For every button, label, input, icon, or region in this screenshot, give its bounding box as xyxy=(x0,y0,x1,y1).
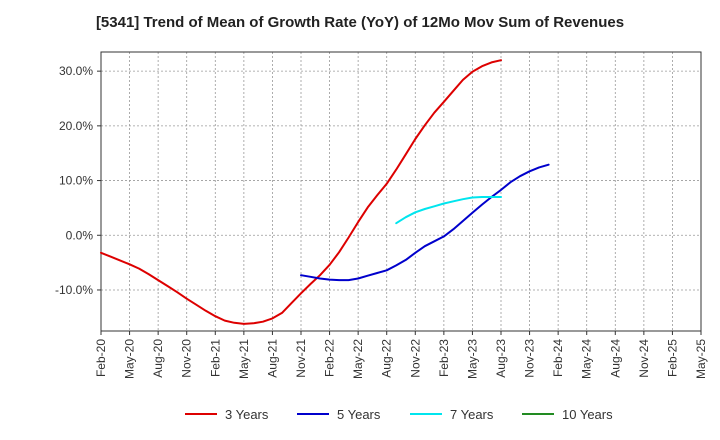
x-tick-label: Aug-20 xyxy=(151,339,165,378)
x-tick-label: Feb-20 xyxy=(94,339,108,377)
y-tick-label: 0.0% xyxy=(66,228,94,242)
y-tick-label: 30.0% xyxy=(59,64,93,78)
chart-title: [5341] Trend of Mean of Growth Rate (YoY… xyxy=(95,14,625,31)
x-tick-label: Feb-23 xyxy=(437,339,451,377)
x-tick-label: Feb-25 xyxy=(665,339,679,377)
x-tick-label: May-23 xyxy=(465,339,479,379)
legend-label-5-years: 5 Years xyxy=(337,407,381,422)
plot-area xyxy=(101,52,701,331)
x-tick-label: May-22 xyxy=(351,339,365,379)
x-tick-label: Aug-22 xyxy=(380,339,394,378)
legend-label-10-years: 10 Years xyxy=(562,407,613,422)
x-tick-label: Nov-24 xyxy=(637,339,651,378)
legend-label-3-years: 3 Years xyxy=(225,407,269,422)
y-tick-label: -10.0% xyxy=(55,283,93,297)
x-tick-label: May-25 xyxy=(694,339,708,379)
x-tick-label: Aug-24 xyxy=(608,339,622,378)
plot-border xyxy=(100,51,702,332)
x-tick-label: Feb-24 xyxy=(551,339,565,377)
y-tick-label: 20.0% xyxy=(59,119,93,133)
x-tick-label: Nov-22 xyxy=(408,339,422,378)
x-tick-label: May-24 xyxy=(580,339,594,379)
y-tick-label: 10.0% xyxy=(59,174,93,188)
series-line-3-years xyxy=(100,59,502,325)
x-tick-label: Nov-21 xyxy=(294,339,308,378)
x-tick-label: Feb-22 xyxy=(323,339,337,377)
legend-label-7-years: 7 Years xyxy=(450,407,494,422)
x-tick-label: May-21 xyxy=(237,339,251,379)
x-tick-label: Aug-23 xyxy=(494,339,508,378)
x-tick-label: Aug-21 xyxy=(265,339,279,378)
series-line-7-years xyxy=(395,196,502,225)
x-tick-label: Nov-20 xyxy=(180,339,194,378)
x-tick-label: May-20 xyxy=(123,339,137,379)
x-tick-label: Nov-23 xyxy=(523,339,537,378)
series-line-5-years xyxy=(300,163,550,282)
x-tick-label: Feb-21 xyxy=(208,339,222,377)
